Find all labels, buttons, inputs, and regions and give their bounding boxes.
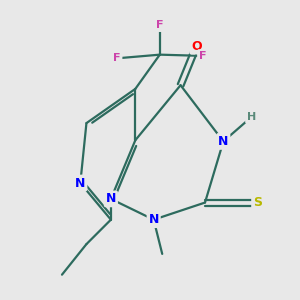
Text: O: O xyxy=(191,40,202,52)
Text: F: F xyxy=(113,53,121,63)
Text: N: N xyxy=(148,213,159,226)
Text: S: S xyxy=(253,196,262,209)
Text: F: F xyxy=(156,20,164,30)
Text: N: N xyxy=(218,135,229,148)
Text: N: N xyxy=(106,192,116,206)
Text: N: N xyxy=(75,176,86,190)
Text: H: H xyxy=(247,112,256,122)
Text: F: F xyxy=(199,51,206,61)
